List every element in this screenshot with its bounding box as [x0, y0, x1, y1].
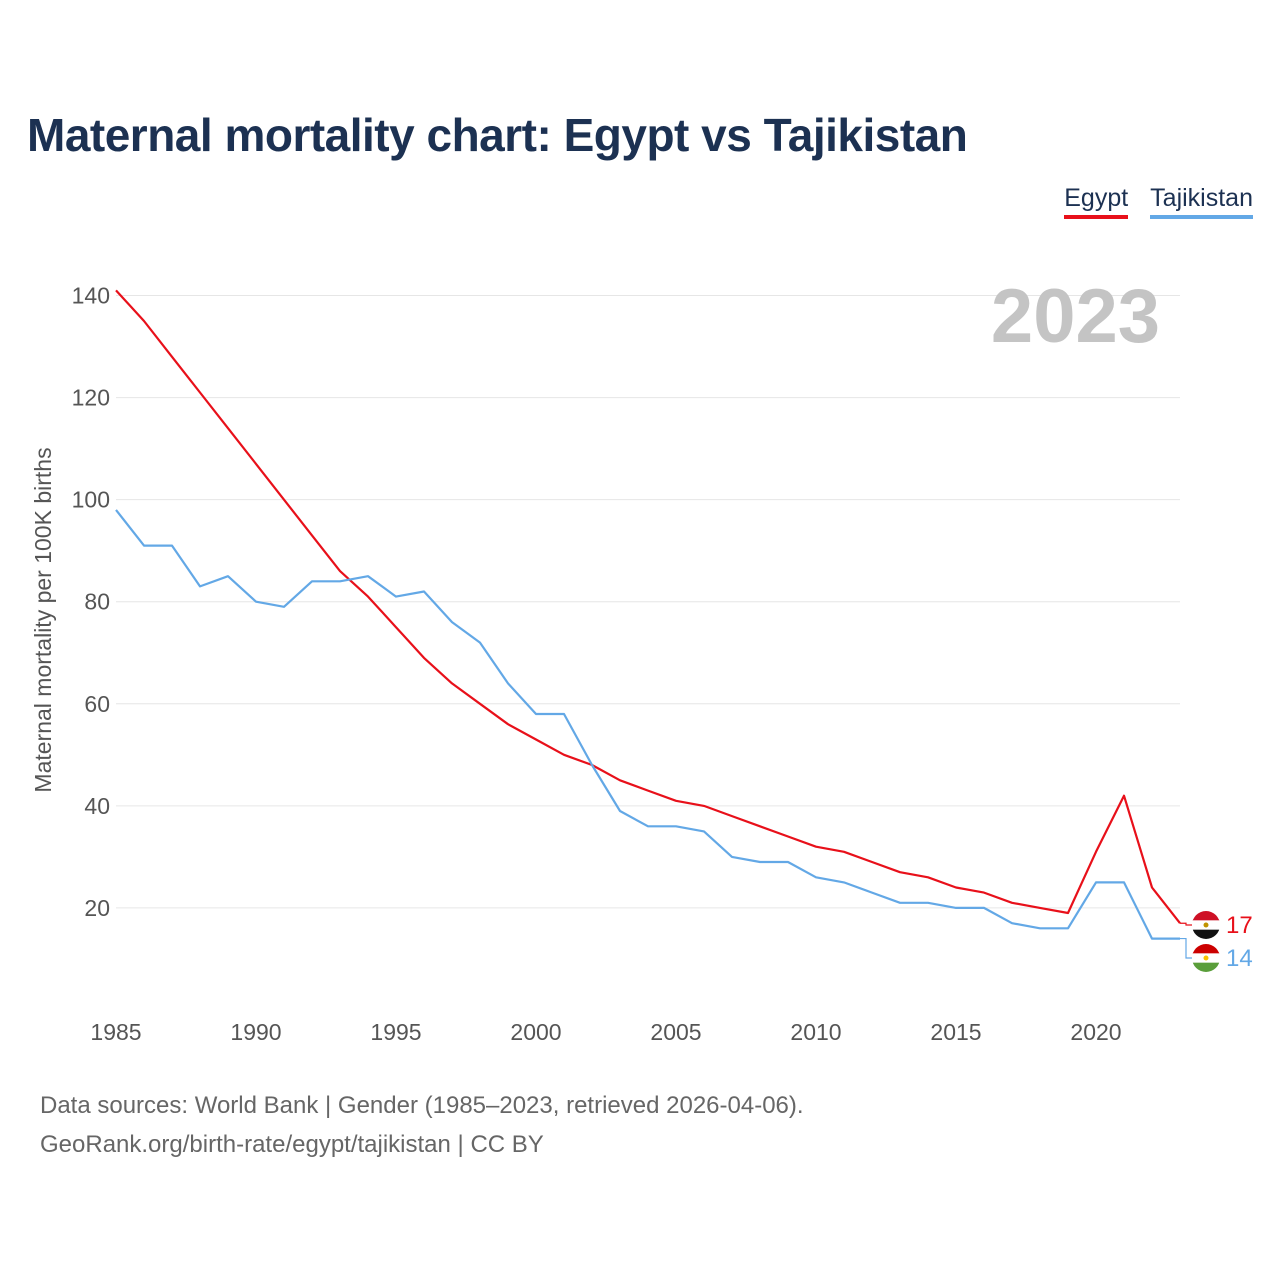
- x-tick-label: 2000: [510, 1019, 561, 1045]
- tajikistan-flag-icon: [1192, 944, 1220, 972]
- x-tick-label: 1990: [230, 1019, 281, 1045]
- y-tick-label: 80: [84, 589, 110, 615]
- series-line-egypt[interactable]: [115, 289, 1181, 924]
- chart-title: Maternal mortality chart: Egypt vs Tajik…: [27, 109, 968, 161]
- legend: Egypt Tajikistan: [1064, 184, 1253, 219]
- x-tick-label: 2015: [930, 1019, 981, 1045]
- footer: Data sources: World Bank | Gender (1985–…: [40, 1086, 804, 1164]
- year-watermark: 2023: [991, 274, 1160, 359]
- legend-item-tajikistan[interactable]: Tajikistan: [1150, 184, 1253, 219]
- attribution-link[interactable]: GeoRank.org/birth-rate/egypt/tajikistan …: [40, 1131, 544, 1158]
- x-tick-label: 1985: [90, 1019, 141, 1045]
- end-value-tajikistan: 14: [1226, 945, 1253, 972]
- data-source-text: Data sources: World Bank | Gender (1985–…: [40, 1092, 804, 1119]
- y-axis-label: Maternal mortality per 100K births: [30, 447, 56, 792]
- grid-lines: [116, 295, 1180, 909]
- y-tick-label: 120: [72, 385, 110, 411]
- x-tick-label: 2010: [790, 1019, 841, 1045]
- y-tick-label: 20: [84, 895, 110, 921]
- line-chart: 20 40 60 80 100 120 140 1985 1990 1995 2000 2005 20…: [30, 274, 1253, 1045]
- series-lines: [115, 289, 1181, 940]
- y-tick-label: 140: [72, 283, 110, 309]
- y-tick-label: 60: [84, 691, 110, 717]
- x-axis-ticks: 1985 1990 1995 2000 2005 2010 2015 2020: [90, 1019, 1121, 1045]
- x-tick-label: 2020: [1070, 1019, 1121, 1045]
- x-tick-label: 2005: [650, 1019, 701, 1045]
- series-line-tajikistan[interactable]: [115, 509, 1180, 940]
- y-tick-label: 100: [72, 487, 110, 513]
- legend-item-egypt[interactable]: Egypt: [1064, 184, 1129, 219]
- end-connector: [1180, 937, 1192, 959]
- end-connector: [1180, 922, 1192, 926]
- y-axis-ticks: 20 40 60 80 100 120 140: [72, 283, 110, 921]
- x-tick-label: 1995: [370, 1019, 421, 1045]
- y-tick-label: 40: [84, 793, 110, 819]
- egypt-flag-icon: [1192, 911, 1220, 939]
- end-value-egypt: 17: [1226, 912, 1253, 939]
